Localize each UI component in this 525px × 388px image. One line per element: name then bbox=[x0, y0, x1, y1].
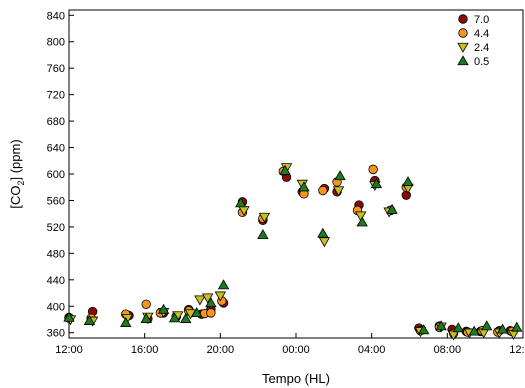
y-tick-label: 720 bbox=[47, 90, 65, 102]
data-point bbox=[368, 164, 378, 175]
y-tick-label: 480 bbox=[47, 248, 65, 260]
x-tick-label: 12:00 bbox=[55, 344, 83, 356]
data-point bbox=[279, 164, 291, 175]
y-tick-label: 400 bbox=[47, 301, 65, 313]
data-point bbox=[334, 170, 346, 181]
y-axis: 360 400 440 480 520 560 600 640 680 720 760 800 840 bbox=[47, 10, 74, 340]
data-point bbox=[480, 320, 493, 331]
series-7.0 bbox=[64, 172, 516, 337]
y-tick-label: 840 bbox=[47, 10, 65, 22]
x-tick-label: 00:00 bbox=[282, 344, 310, 356]
data-point bbox=[402, 176, 414, 187]
legend-marker bbox=[457, 42, 469, 53]
data-point bbox=[140, 313, 152, 323]
y-tick-label: 760 bbox=[47, 63, 65, 75]
legend-label: 2.4 bbox=[474, 42, 489, 54]
y-tick-label: 600 bbox=[47, 169, 65, 181]
data-point bbox=[511, 321, 523, 332]
y-axis-title-suffix: ] (ppm) bbox=[8, 139, 23, 180]
y-tick-label: 800 bbox=[47, 37, 65, 49]
data-point bbox=[257, 229, 269, 239]
data-point bbox=[205, 297, 217, 308]
data-point bbox=[496, 323, 509, 334]
data-point bbox=[401, 190, 411, 200]
data-point bbox=[168, 312, 181, 323]
y-tick-label: 440 bbox=[47, 275, 65, 287]
data-point bbox=[235, 197, 247, 208]
y-tick-label: 360 bbox=[47, 328, 65, 340]
legend-marker bbox=[458, 14, 468, 24]
data-point bbox=[258, 212, 271, 223]
legend-label: 7.0 bbox=[474, 14, 489, 26]
data-points bbox=[63, 163, 523, 341]
data-point bbox=[63, 311, 75, 322]
legend-label: 4.4 bbox=[474, 28, 489, 40]
data-point bbox=[417, 324, 430, 335]
data-point bbox=[190, 307, 203, 318]
data-point bbox=[318, 185, 328, 196]
data-point bbox=[355, 211, 367, 222]
x-axis-title: Tempo (HL) bbox=[262, 371, 330, 386]
data-point bbox=[452, 322, 464, 333]
legend-marker bbox=[457, 55, 469, 66]
data-point bbox=[217, 279, 230, 290]
y-tick-label: 680 bbox=[47, 116, 65, 128]
series-4.4 bbox=[64, 164, 517, 339]
x-tick-label: 20:00 bbox=[207, 344, 235, 356]
data-point bbox=[298, 181, 310, 192]
y-tick-label: 520 bbox=[47, 222, 65, 234]
data-point bbox=[83, 315, 96, 325]
data-point bbox=[214, 291, 227, 302]
series-0.5 bbox=[63, 164, 523, 336]
data-point bbox=[206, 308, 216, 318]
data-point bbox=[370, 178, 383, 189]
y-axis-title: [CO2] (ppm) bbox=[8, 139, 26, 208]
series-2.4 bbox=[64, 163, 520, 341]
data-point bbox=[157, 303, 170, 314]
legend-marker bbox=[458, 28, 468, 38]
x-axis: 12:00 16:00 20:00 00:00 04:00 08:00 12:00 bbox=[55, 333, 525, 356]
x-tick-label: 08:00 bbox=[434, 344, 462, 356]
legend: 7.0 4.4 2.4 0.5 bbox=[457, 14, 489, 68]
data-point bbox=[332, 186, 345, 197]
data-point bbox=[435, 320, 447, 331]
data-point bbox=[318, 237, 331, 248]
x-tick-label: 04:00 bbox=[358, 344, 386, 356]
y-tick-label: 560 bbox=[47, 195, 65, 207]
data-point bbox=[317, 227, 329, 238]
y-axis-title-subscript: 2 bbox=[16, 181, 26, 186]
data-point bbox=[180, 313, 192, 323]
x-tick-label: 12:00 bbox=[509, 344, 525, 356]
x-tick-label: 16:00 bbox=[131, 344, 159, 356]
data-point bbox=[386, 203, 398, 214]
data-point bbox=[194, 295, 206, 306]
data-point bbox=[120, 316, 132, 327]
data-point bbox=[356, 216, 368, 227]
data-point bbox=[201, 293, 214, 304]
y-tick-label: 640 bbox=[47, 143, 65, 155]
data-point bbox=[468, 325, 480, 336]
legend-label: 0.5 bbox=[474, 56, 489, 68]
plot-frame bbox=[68, 9, 524, 339]
y-axis-title-prefix: [CO bbox=[8, 186, 23, 209]
data-point bbox=[141, 299, 151, 309]
